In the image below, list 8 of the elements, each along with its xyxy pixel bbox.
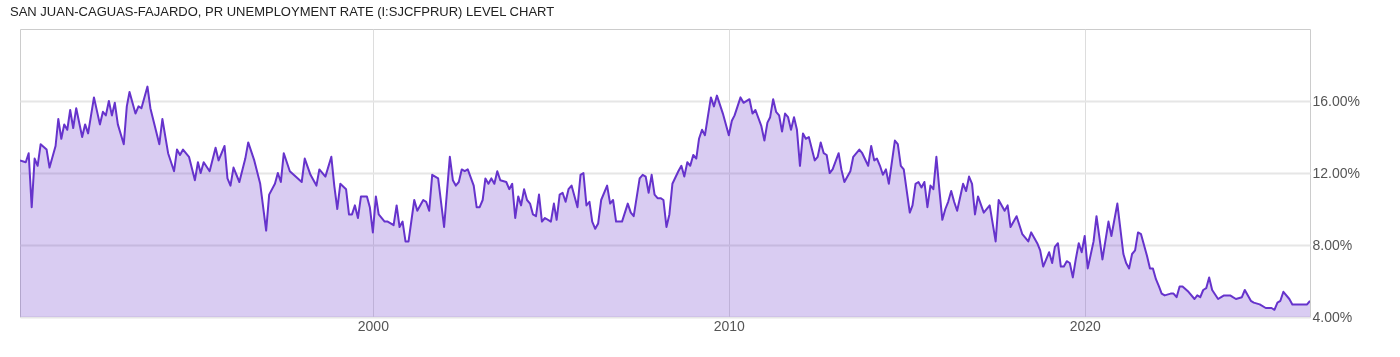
y-tick-label: 8.00% — [1312, 236, 1353, 253]
x-tick-label: 2010 — [713, 317, 746, 334]
y-tick-label: 4.00% — [1312, 308, 1353, 325]
chart-title: SAN JUAN-CAGUAS-FAJARDO, PR UNEMPLOYMENT RATE (I:SJCFPRUR) LEVEL CHART — [10, 4, 555, 19]
x-tick-label: 2020 — [1069, 317, 1101, 334]
y-tick-label: 12.00% — [1312, 164, 1360, 181]
x-tick-label: 2000 — [357, 317, 390, 334]
y-tick-label: 16.00% — [1312, 92, 1360, 109]
